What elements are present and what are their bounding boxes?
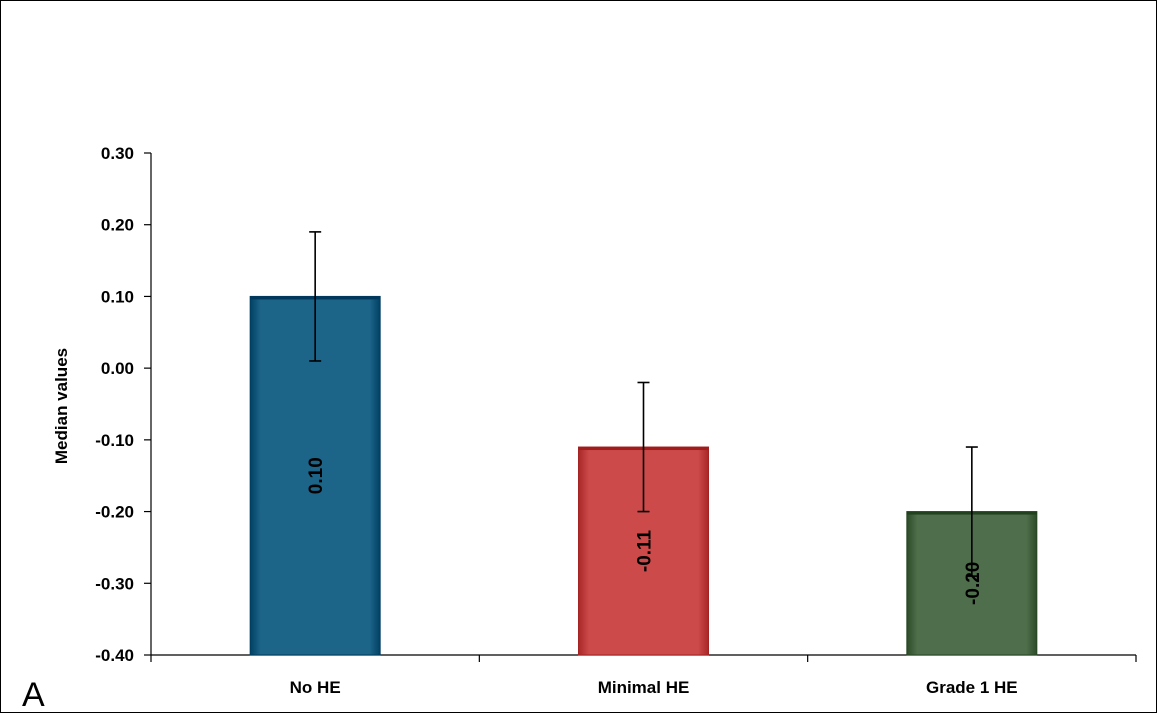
x-tick-label: No HE [290, 678, 341, 697]
data-labels-group: 0.10 -0.11 -0.20 [306, 457, 984, 605]
panel-label: A [22, 676, 45, 713]
error-bars-group [309, 231, 978, 577]
x-axis: No HE Minimal HE Grade 1 HE [150, 654, 1137, 697]
bar-data-label: -0.20 [963, 562, 984, 605]
y-tick-label: -0.30 [95, 574, 134, 593]
y-tick-label: 0.30 [101, 144, 134, 163]
x-tick-label: Grade 1 HE [926, 678, 1018, 697]
bar-data-label: -0.11 [635, 529, 656, 572]
y-axis-title: Median values [52, 348, 71, 464]
y-tick-label: 0.00 [101, 359, 134, 378]
bar-data-label: 0.10 [306, 457, 327, 494]
x-tick-label: Minimal HE [598, 678, 690, 697]
y-tick-label: -0.40 [95, 646, 134, 665]
y-tick-label: 0.20 [101, 216, 134, 235]
y-axis: 0.30 0.20 0.10 0.00 -0.10 -0.20 -0.30 -0.40 [95, 144, 152, 665]
y-tick-label: -0.20 [95, 503, 134, 522]
y-tick-label: 0.10 [101, 287, 134, 306]
y-tick-label: -0.10 [95, 431, 134, 450]
